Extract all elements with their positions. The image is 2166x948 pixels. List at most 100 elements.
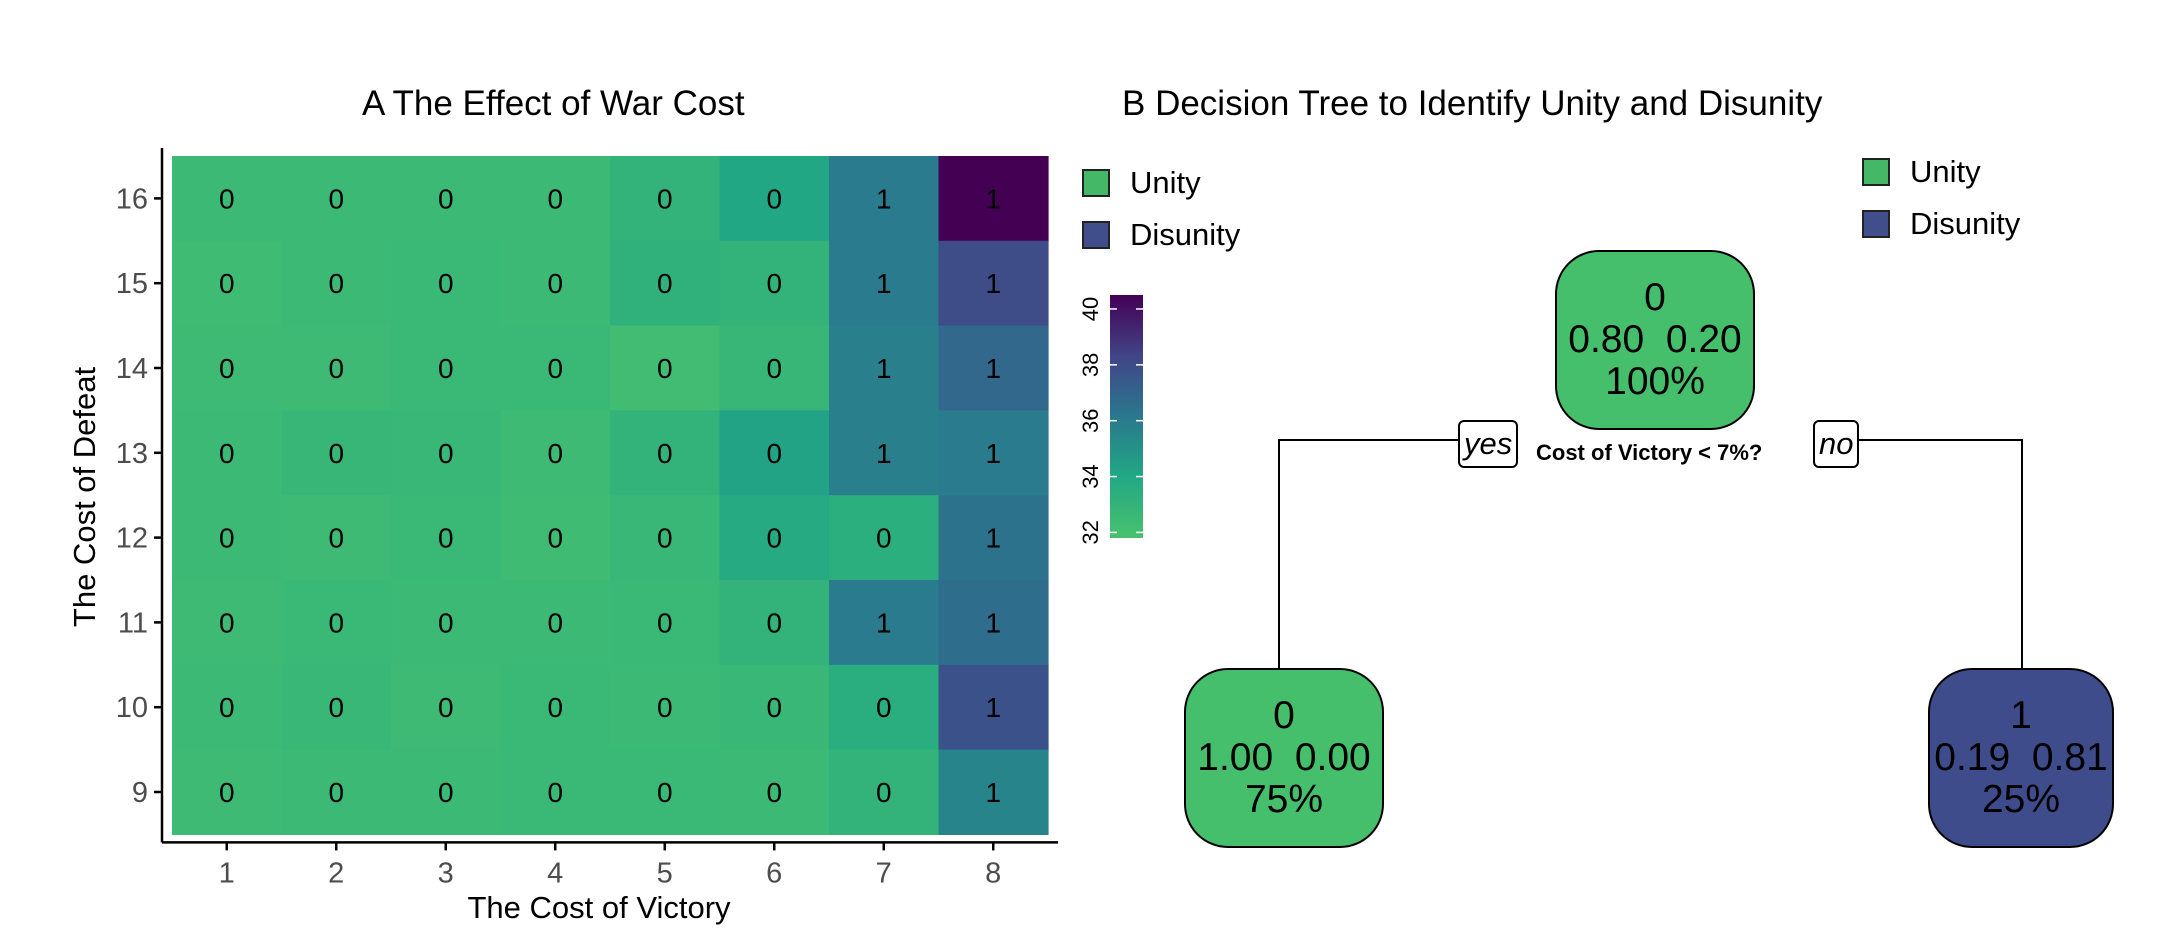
heatmap-cell-label: 0 — [547, 692, 563, 723]
heatmap-cell — [829, 749, 940, 835]
root-probs: 0.80 0.20 — [1568, 318, 1742, 361]
edge-label-yes: yes — [1458, 420, 1519, 468]
heatmap-cell-label: 0 — [657, 438, 673, 469]
heatmap-cell-label: 0 — [219, 183, 235, 214]
heatmap-cell — [500, 156, 611, 242]
heatmap-cell — [281, 325, 392, 411]
heatmap-cell-label: 1 — [876, 353, 892, 384]
colorbar-gradient — [1110, 295, 1143, 538]
heatmap-cell — [938, 495, 1049, 581]
heatmap-cell-labels: 0 0 0 0 0 0 1 1 0 0 0 0 0 0 1 1 0 0 0 0 0 0 1 1 0 0 0 0 0 0 1 1 0 0 0 0 0 0 0 1… — [219, 183, 1001, 808]
heatmap-cell — [719, 156, 830, 242]
heatmap-cell — [610, 410, 721, 496]
heatmap-cell-label: 0 — [328, 353, 344, 384]
heatmap-cell-label: 0 — [438, 607, 454, 638]
heatmap-cell — [610, 325, 721, 411]
heatmap-cell-label: 0 — [328, 692, 344, 723]
right-class: 1 — [2010, 694, 2032, 737]
heatmap-cell — [391, 240, 502, 327]
heatmap-cell-label: 0 — [547, 183, 563, 214]
heatmap-cell — [610, 495, 721, 581]
heatmap-cell — [172, 495, 283, 581]
heatmap-cell-label: 0 — [328, 183, 344, 214]
heatmap-cell — [829, 495, 940, 581]
heatmap-cell-label: 0 — [876, 777, 892, 808]
heatmap-cell — [172, 749, 283, 835]
heatmap-cell-label: 0 — [547, 438, 563, 469]
heatmap-cell — [500, 240, 611, 327]
heatmap-cell — [172, 410, 283, 496]
heatmap-cell-label: 0 — [328, 268, 344, 299]
heatmap-cell — [938, 580, 1049, 666]
right-probs: 0.19 0.81 — [1934, 736, 2108, 779]
heatmap-cell-label: 0 — [438, 353, 454, 384]
heatmap-cell-label: 0 — [438, 777, 454, 808]
heatmap-cell — [719, 749, 830, 835]
colorbar-tick-label: 40 — [1078, 297, 1103, 321]
heatmap-cell-label: 0 — [219, 353, 235, 384]
x-tick-label: 1 — [219, 857, 235, 889]
x-tick-label: 2 — [328, 857, 344, 889]
heatmap-cell — [610, 749, 721, 835]
heatmap-cell-label: 0 — [328, 607, 344, 638]
x-tick-label: 6 — [766, 857, 782, 889]
panel-a-title: A The Effect of War Cost — [362, 84, 745, 123]
x-tick-label: 8 — [985, 857, 1001, 889]
y-tick-label: 10 — [116, 692, 148, 724]
heatmap-cell-label: 0 — [219, 268, 235, 299]
heatmap-cell-label: 1 — [985, 438, 1001, 469]
heatmap-cell-label: 0 — [438, 183, 454, 214]
x-tick-label: 7 — [876, 857, 892, 889]
heatmap-cell — [829, 240, 940, 327]
y-tick-label: 16 — [116, 183, 148, 215]
legend-swatch-disunity — [1082, 221, 1110, 249]
tree-legend-label-disunity: Disunity — [1910, 206, 2021, 241]
heatmap-cell — [281, 410, 392, 496]
colorbar-tick-label: 32 — [1078, 520, 1103, 544]
tree-node-root: 0 0.80 0.20 100% — [1555, 250, 1755, 430]
heatmap-cell — [500, 580, 611, 666]
heatmap-cell — [281, 664, 392, 751]
heatmap-cell-label: 0 — [657, 268, 673, 299]
colorbar-tick-label: 38 — [1078, 353, 1103, 377]
heatmap-cell-label: 0 — [657, 777, 673, 808]
heatmap-cell — [172, 240, 283, 327]
panel-b-title: B Decision Tree to Identify Unity and Di… — [1122, 84, 1823, 123]
heatmap-cell — [172, 580, 283, 666]
tree-branch-left — [1278, 439, 1458, 668]
tree-legend-swatch-disunity — [1862, 210, 1890, 238]
heatmap-cell-label: 0 — [438, 523, 454, 554]
heatmap-cell — [610, 156, 721, 242]
heatmap-cell — [391, 156, 502, 242]
heatmap-cell — [938, 664, 1049, 751]
heatmap-cell — [391, 749, 502, 835]
y-axis-label: The Cost of Defeat — [67, 367, 102, 628]
colorbar-ticks: 32 34 36 38 40 — [1078, 297, 1143, 545]
heatmap-cell-label: 0 — [547, 607, 563, 638]
x-axis-label: The Cost of Victory — [467, 890, 731, 925]
heatmap-cell-label: 0 — [657, 523, 673, 554]
heatmap-cell-label: 1 — [985, 268, 1001, 299]
heatmap-cell-label: 0 — [438, 438, 454, 469]
tree-branch-right — [1844, 439, 2023, 668]
heatmap-cell-label: 1 — [985, 777, 1001, 808]
heatmap-cell-label: 0 — [547, 777, 563, 808]
heatmap-cell — [719, 240, 830, 327]
heatmap-chart: 0 0 0 0 0 0 1 10 0 0 0 0 0 1 10 0 0 0 0 0 1 10 0 0 0 0 0 1 10 0 0 0 0 0 0 1… — [67, 148, 1058, 925]
heatmap-cell — [391, 410, 502, 496]
heatmap-cell-label: 0 — [657, 353, 673, 384]
y-tick-label: 11 — [118, 607, 148, 639]
y-tick-label: 15 — [116, 268, 148, 300]
heatmap-cells — [172, 156, 1049, 835]
heatmap-cell — [391, 325, 502, 411]
heatmap-cell-label: 0 — [219, 438, 235, 469]
y-tick-label: 14 — [116, 353, 148, 385]
heatmap-cell — [719, 325, 830, 411]
heatmap-cell-label: 1 — [985, 692, 1001, 723]
heatmap-cell-label: 0 — [657, 183, 673, 214]
heatmap-cell-label: 1 — [876, 438, 892, 469]
heatmap-cell — [500, 325, 611, 411]
root-class: 0 — [1644, 276, 1666, 319]
edge-label-no: no — [1813, 420, 1860, 468]
